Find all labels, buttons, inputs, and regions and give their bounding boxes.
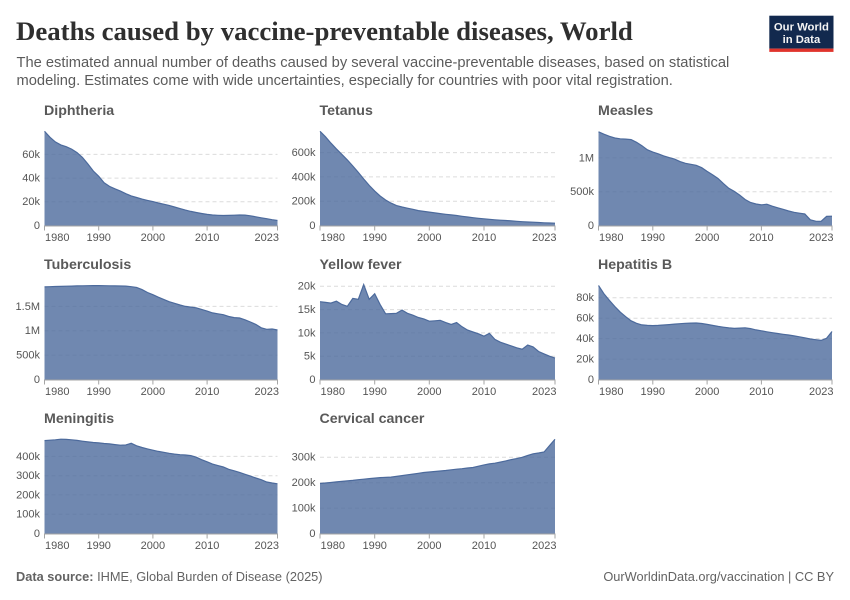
svg-text:2010: 2010: [749, 232, 773, 244]
svg-text:1990: 1990: [362, 232, 386, 244]
svg-text:2000: 2000: [695, 386, 719, 398]
svg-text:0: 0: [309, 220, 315, 232]
svg-text:0: 0: [309, 528, 315, 540]
svg-text:1990: 1990: [641, 232, 665, 244]
svg-text:1M: 1M: [579, 152, 594, 164]
svg-text:1990: 1990: [641, 386, 665, 398]
svg-text:80k: 80k: [576, 292, 594, 304]
svg-text:Deaths caused by vaccine-preve: Deaths caused by vaccine-preventable dis…: [16, 16, 633, 46]
svg-text:60k: 60k: [576, 313, 594, 325]
svg-text:Tuberculosis: Tuberculosis: [44, 257, 131, 273]
svg-text:1980: 1980: [599, 386, 623, 398]
svg-text:2000: 2000: [417, 540, 441, 552]
svg-text:1980: 1980: [321, 386, 345, 398]
svg-text:Hepatitis B: Hepatitis B: [598, 257, 672, 273]
svg-text:Meningitis: Meningitis: [44, 411, 114, 427]
svg-text:1990: 1990: [86, 386, 110, 398]
svg-text:200k: 200k: [292, 477, 316, 489]
svg-text:2023: 2023: [809, 386, 833, 398]
svg-text:2000: 2000: [141, 386, 165, 398]
svg-text:1M: 1M: [25, 325, 40, 337]
svg-text:2010: 2010: [472, 540, 496, 552]
svg-text:300k: 300k: [16, 470, 40, 482]
svg-text:2010: 2010: [195, 386, 219, 398]
svg-text:500k: 500k: [570, 186, 594, 198]
svg-text:2000: 2000: [141, 232, 165, 244]
svg-text:500k: 500k: [16, 350, 40, 362]
svg-text:2023: 2023: [532, 540, 556, 552]
svg-text:40k: 40k: [576, 333, 594, 345]
svg-text:0: 0: [588, 220, 594, 232]
svg-text:1980: 1980: [45, 232, 69, 244]
svg-text:Yellow fever: Yellow fever: [320, 257, 402, 273]
svg-text:Cervical cancer: Cervical cancer: [320, 411, 425, 427]
svg-text:15k: 15k: [298, 304, 316, 316]
svg-text:2023: 2023: [532, 386, 556, 398]
svg-text:2023: 2023: [255, 540, 279, 552]
svg-text:The estimated annual number of: The estimated annual number of deaths ca…: [17, 55, 730, 71]
svg-text:1980: 1980: [599, 232, 623, 244]
svg-text:400k: 400k: [16, 451, 40, 463]
svg-text:2023: 2023: [809, 232, 833, 244]
svg-text:10k: 10k: [298, 327, 316, 339]
svg-text:in Data: in Data: [783, 34, 821, 46]
svg-text:0: 0: [34, 220, 40, 232]
svg-text:Tetanus: Tetanus: [320, 103, 373, 119]
svg-text:20k: 20k: [298, 281, 316, 293]
svg-text:2023: 2023: [255, 386, 279, 398]
svg-text:2010: 2010: [472, 232, 496, 244]
svg-text:60k: 60k: [22, 149, 40, 161]
svg-text:Measles: Measles: [598, 103, 653, 119]
svg-text:2010: 2010: [195, 232, 219, 244]
svg-text:300k: 300k: [292, 452, 316, 464]
svg-text:Diphtheria: Diphtheria: [44, 103, 114, 119]
svg-text:1980: 1980: [321, 540, 345, 552]
svg-text:2010: 2010: [749, 386, 773, 398]
svg-text:OurWorldinData.org/vaccination: OurWorldinData.org/vaccination | CC BY: [603, 569, 834, 584]
svg-text:Data source: IHME, Global Burd: Data source: IHME, Global Burden of Dise…: [16, 569, 323, 584]
svg-text:1990: 1990: [362, 386, 386, 398]
svg-text:1990: 1990: [362, 540, 386, 552]
svg-text:400k: 400k: [292, 171, 316, 183]
svg-text:0: 0: [34, 528, 40, 540]
svg-text:100k: 100k: [292, 503, 316, 515]
svg-text:2000: 2000: [417, 232, 441, 244]
svg-text:200k: 200k: [292, 196, 316, 208]
svg-text:100k: 100k: [16, 509, 40, 521]
svg-text:20k: 20k: [22, 196, 40, 208]
svg-text:200k: 200k: [16, 489, 40, 501]
svg-text:2023: 2023: [532, 232, 556, 244]
svg-text:modeling. Estimates come with: modeling. Estimates come with wide uncer…: [17, 73, 673, 89]
svg-text:40k: 40k: [22, 173, 40, 185]
svg-text:0: 0: [34, 374, 40, 386]
svg-text:2010: 2010: [472, 386, 496, 398]
svg-text:2000: 2000: [417, 386, 441, 398]
svg-text:1990: 1990: [86, 540, 110, 552]
svg-text:1.5M: 1.5M: [16, 301, 40, 313]
svg-text:1980: 1980: [321, 232, 345, 244]
svg-text:600k: 600k: [292, 147, 316, 159]
svg-text:1980: 1980: [45, 540, 69, 552]
svg-text:2000: 2000: [695, 232, 719, 244]
svg-text:2010: 2010: [195, 540, 219, 552]
svg-text:1980: 1980: [45, 386, 69, 398]
svg-text:20k: 20k: [576, 354, 594, 366]
svg-text:2000: 2000: [141, 540, 165, 552]
svg-text:0: 0: [309, 374, 315, 386]
svg-text:5k: 5k: [304, 351, 316, 363]
svg-text:0: 0: [588, 374, 594, 386]
svg-text:Our World: Our World: [774, 22, 829, 34]
svg-text:1990: 1990: [86, 232, 110, 244]
svg-text:2023: 2023: [255, 232, 279, 244]
